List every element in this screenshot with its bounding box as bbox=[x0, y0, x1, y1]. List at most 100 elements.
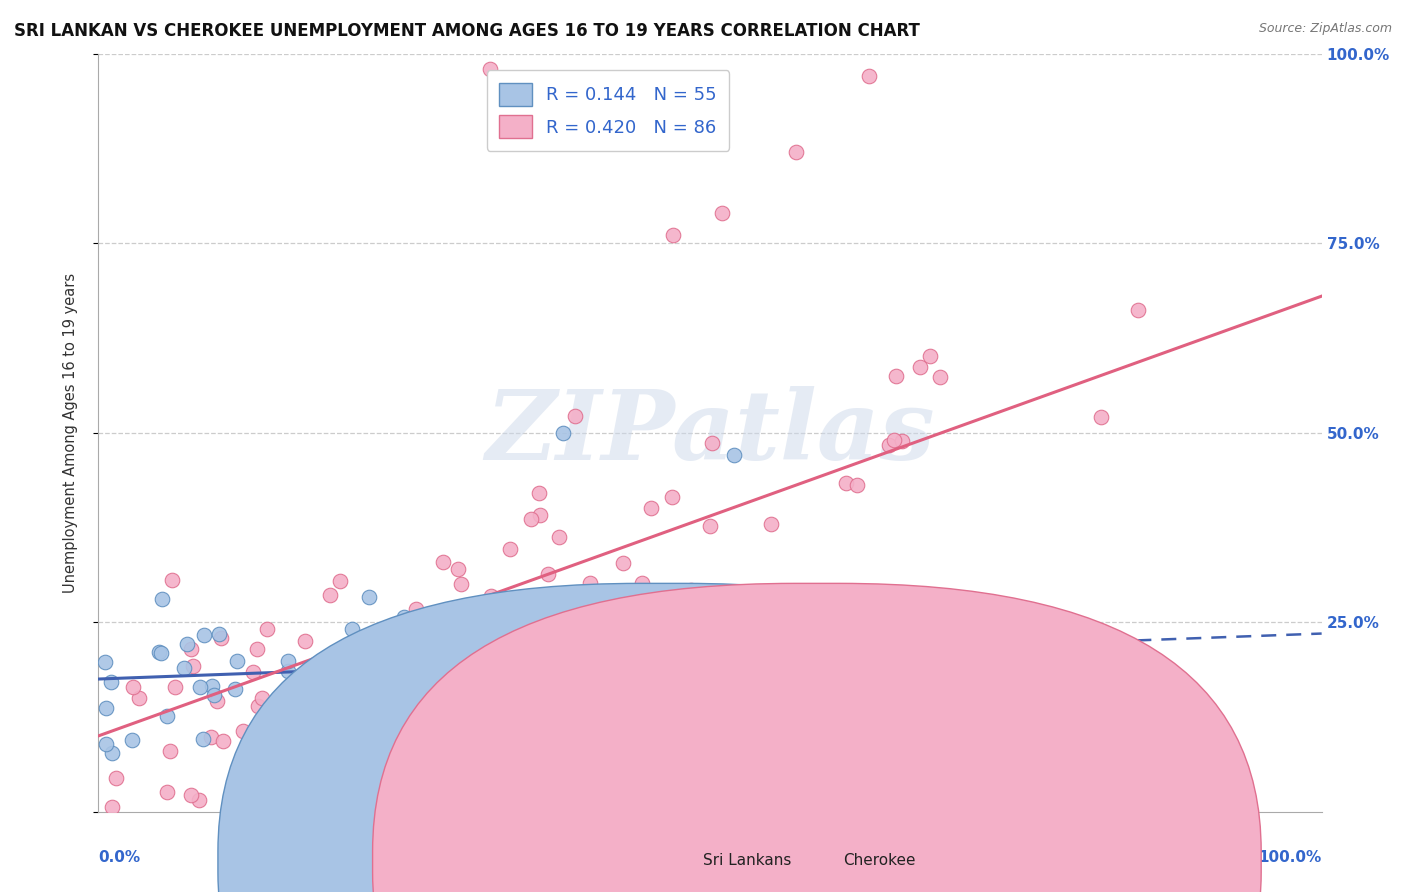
Point bbox=[163, 680, 186, 694]
Point bbox=[585, 617, 607, 632]
Point bbox=[537, 566, 560, 581]
Text: Cherokee: Cherokee bbox=[844, 854, 917, 868]
Point bbox=[883, 433, 905, 447]
Point bbox=[394, 626, 416, 640]
Point bbox=[340, 622, 363, 636]
Point bbox=[311, 698, 333, 712]
Point bbox=[681, 583, 703, 598]
Point bbox=[631, 575, 654, 590]
Text: 0.0%: 0.0% bbox=[98, 849, 141, 864]
Point bbox=[209, 632, 232, 646]
Point bbox=[432, 556, 454, 570]
Point bbox=[342, 667, 364, 681]
Point bbox=[290, 741, 312, 756]
Point bbox=[637, 720, 659, 734]
Point bbox=[200, 731, 222, 745]
Point bbox=[176, 637, 198, 651]
Point bbox=[572, 638, 595, 652]
Point bbox=[246, 641, 269, 656]
Point bbox=[928, 370, 950, 384]
Point bbox=[246, 698, 269, 713]
Point bbox=[205, 693, 228, 707]
Point bbox=[295, 696, 318, 710]
Point bbox=[211, 733, 233, 747]
Point bbox=[426, 655, 449, 669]
Point bbox=[105, 772, 128, 786]
Point bbox=[579, 576, 602, 591]
Point bbox=[250, 691, 273, 706]
Point bbox=[506, 695, 529, 709]
Point bbox=[711, 206, 734, 220]
Point bbox=[908, 360, 931, 375]
Point bbox=[173, 661, 195, 675]
Point bbox=[304, 749, 326, 764]
Point bbox=[553, 425, 575, 440]
Point bbox=[187, 793, 209, 807]
Point bbox=[262, 699, 284, 714]
Point bbox=[650, 624, 672, 639]
Text: ZIPatlas: ZIPatlas bbox=[485, 385, 935, 480]
Point bbox=[662, 228, 685, 243]
Point bbox=[190, 680, 212, 694]
Point bbox=[312, 705, 335, 719]
Point bbox=[277, 665, 299, 679]
Point bbox=[700, 436, 723, 450]
Point bbox=[121, 733, 143, 747]
Point bbox=[920, 349, 942, 363]
Point bbox=[193, 628, 215, 642]
Point bbox=[877, 438, 900, 452]
Point bbox=[180, 788, 202, 802]
Point bbox=[232, 723, 254, 738]
Point bbox=[346, 634, 368, 648]
Point bbox=[547, 530, 569, 544]
Point bbox=[450, 577, 472, 591]
Point bbox=[180, 642, 202, 657]
Point bbox=[527, 486, 550, 500]
Point bbox=[156, 784, 179, 798]
Point bbox=[404, 640, 426, 655]
Point bbox=[159, 744, 181, 758]
Point bbox=[277, 654, 299, 668]
Legend: R = 0.144   N = 55, R = 0.420   N = 86: R = 0.144 N = 55, R = 0.420 N = 86 bbox=[486, 70, 730, 151]
Point bbox=[883, 636, 905, 650]
Point bbox=[226, 654, 249, 668]
Point bbox=[94, 655, 117, 669]
Point bbox=[520, 511, 543, 525]
Point bbox=[433, 693, 456, 707]
Point bbox=[475, 638, 498, 652]
Point bbox=[447, 649, 470, 664]
Point bbox=[256, 622, 278, 636]
Point bbox=[478, 627, 501, 641]
Point bbox=[389, 615, 412, 630]
Point bbox=[191, 732, 214, 747]
Point bbox=[498, 542, 520, 557]
Point bbox=[427, 704, 450, 718]
Point bbox=[94, 737, 117, 751]
Text: Sri Lankans: Sri Lankans bbox=[703, 854, 792, 868]
Point bbox=[342, 668, 364, 682]
Point bbox=[294, 634, 316, 648]
Point bbox=[430, 609, 453, 624]
Point bbox=[359, 591, 381, 605]
Point bbox=[529, 508, 551, 522]
Point bbox=[492, 626, 515, 640]
Point bbox=[405, 601, 427, 615]
Point bbox=[485, 714, 508, 729]
Point bbox=[429, 614, 451, 628]
Point bbox=[328, 805, 350, 819]
Text: 100.0%: 100.0% bbox=[1258, 849, 1322, 864]
Point bbox=[160, 573, 183, 587]
Point bbox=[394, 614, 416, 628]
Point bbox=[402, 694, 425, 708]
Point bbox=[858, 70, 880, 84]
Point bbox=[1090, 410, 1112, 425]
Point bbox=[1090, 774, 1112, 789]
Point bbox=[149, 646, 172, 660]
Point bbox=[564, 409, 586, 423]
Point bbox=[94, 701, 117, 715]
Point bbox=[564, 601, 586, 615]
Point bbox=[101, 747, 124, 761]
Point bbox=[761, 516, 783, 531]
Point bbox=[797, 607, 820, 621]
Point bbox=[156, 708, 179, 723]
